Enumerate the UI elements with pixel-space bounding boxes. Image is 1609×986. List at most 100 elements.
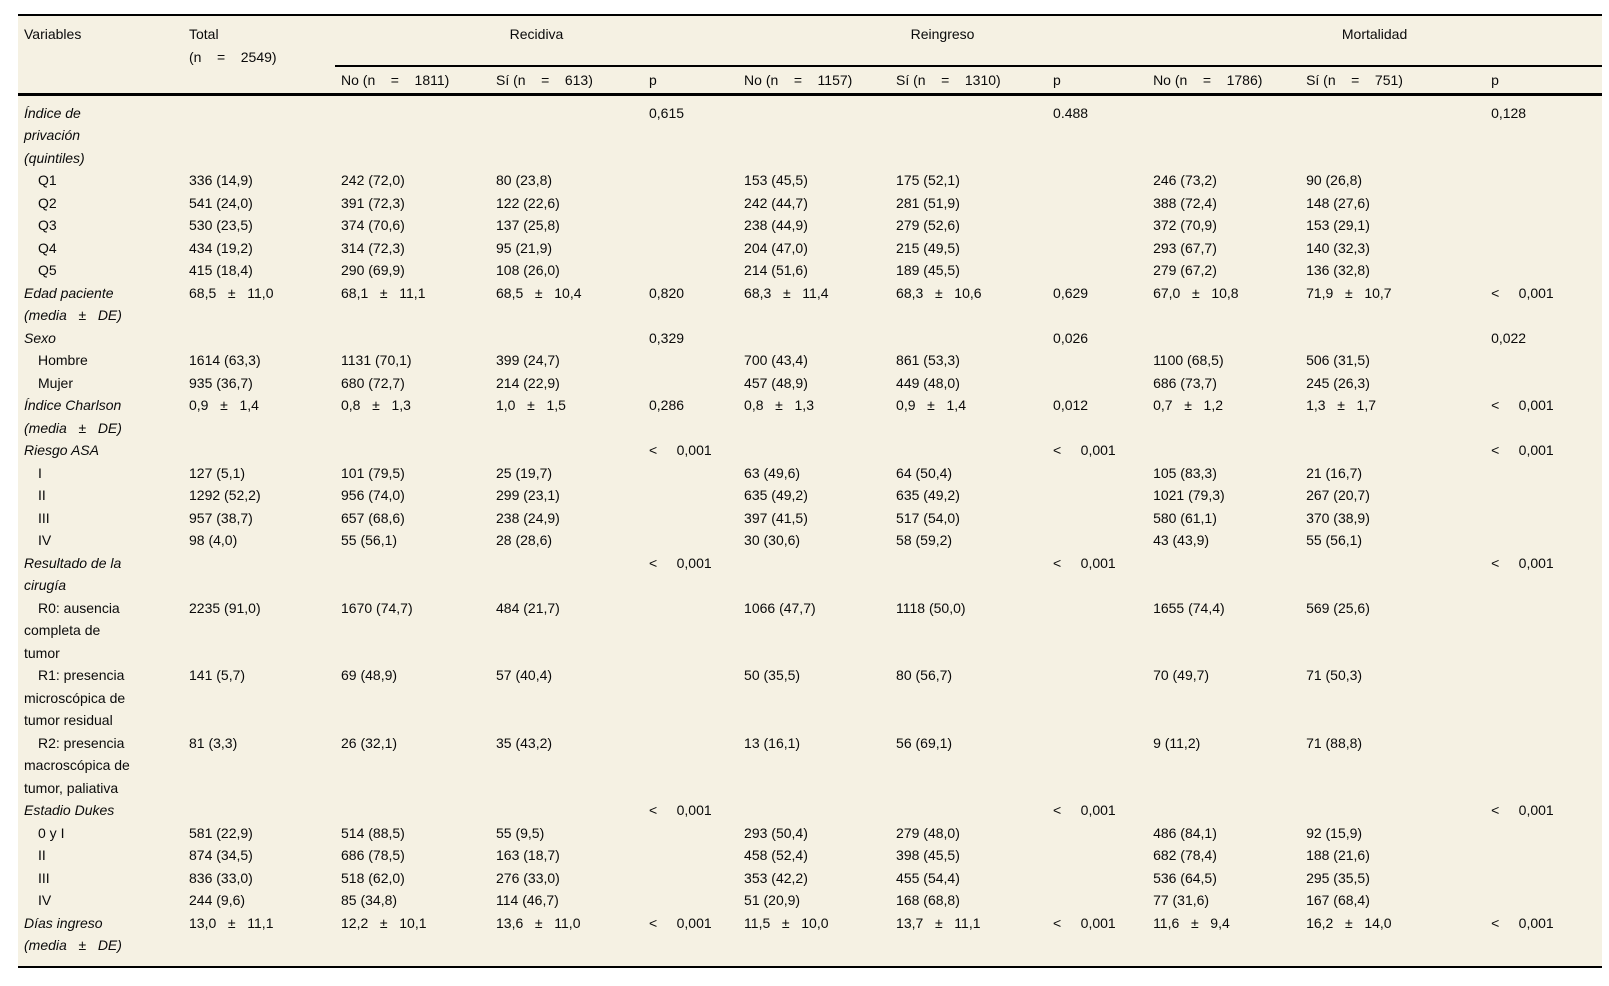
cell-reingreso-si: 175 (52,1): [896, 172, 960, 188]
cell-reingreso-p: [1047, 529, 1147, 552]
cell-recidiva-si: [490, 327, 643, 350]
sub-header-row: No (n = 1811) Sí (n = 613) p No (n = 115…: [18, 66, 1603, 96]
cell-reingreso-no: 153 (45,5): [744, 172, 808, 188]
cell-recidiva-si: 299 (23,1): [496, 487, 560, 503]
cell-recidiva-si: 28 (28,6): [496, 532, 553, 548]
column-header-mortalidad-p: p: [1485, 66, 1603, 96]
cell-recidiva-p: [643, 169, 738, 192]
cell-mortalidad-no: 246 (73,2): [1153, 172, 1217, 188]
table-row: Q5 415 (18,4) 290 (69,9) 108 (26,0) 214 (51,…: [18, 259, 1602, 282]
cell-mortalidad-no: [1147, 439, 1300, 462]
row-label-category: R0: ausencia completa de tumor: [24, 599, 120, 661]
cell-total: 415 (18,4): [189, 262, 253, 278]
cell-recidiva-si: 57 (40,4): [496, 667, 553, 683]
cell-reingreso-p: [1047, 867, 1147, 890]
cell-recidiva-si: 214 (22,9): [496, 374, 560, 391]
cell-recidiva-p: [643, 867, 738, 890]
cell-mortalidad-si: 92 (15,9): [1306, 824, 1363, 841]
table-row: Q2 541 (24,0) 391 (72,3) 122 (22,6) 242 (44,…: [18, 192, 1602, 215]
cell-mortalidad-si: 295 (35,5): [1306, 869, 1370, 886]
cell-recidiva-p: < 0,001: [649, 914, 712, 931]
row-label-category: R1: presencia microscópica de tumor resi…: [24, 667, 126, 728]
cell-mortalidad-no: 279 (67,2): [1153, 262, 1217, 278]
cell-recidiva-no: [335, 552, 490, 597]
cell-mortalidad-si: 90 (26,8): [1306, 172, 1363, 188]
table-row: 0 y I 581 (22,9) 514 (88,5) 55 (9,5) 293 (50…: [18, 822, 1602, 845]
cell-total: 434 (19,2): [189, 239, 253, 256]
column-header-recidiva-si: Sí (n = 613): [490, 66, 643, 96]
table-row: Días ingreso (media ± DE) 13,0 ± 11,1 12,2…: [18, 912, 1602, 967]
cell-total: 127 (5,1): [189, 464, 246, 481]
cell-mortalidad-no: [1147, 94, 1300, 169]
cell-recidiva-p: < 0,001: [649, 554, 712, 571]
cell-recidiva-no: 657 (68,6): [341, 509, 405, 526]
cell-mortalidad-si: 148 (27,6): [1306, 194, 1370, 211]
cell-mortalidad-no: 536 (64,5): [1153, 869, 1217, 886]
cell-reingreso-si: [890, 94, 1047, 169]
cell-reingreso-p: 0,012: [1053, 397, 1089, 413]
cell-recidiva-si: 13,6 ± 11,0: [496, 914, 581, 931]
cell-recidiva-si: [490, 94, 643, 169]
cell-mortalidad-no: 67,0 ± 10,8: [1153, 284, 1239, 301]
cell-reingreso-si: 279 (48,0): [896, 824, 960, 841]
table-row: R1: presencia microscópica de tumor resi…: [18, 664, 1602, 732]
row-label-variable: Resultado de la cirugía: [24, 554, 122, 594]
cell-reingreso-no: 458 (52,4): [744, 847, 808, 863]
cell-reingreso-no: 242 (44,7): [744, 194, 808, 211]
cell-reingreso-p: < 0,001: [1053, 554, 1116, 571]
cell-reingreso-p: [1047, 597, 1147, 665]
cell-recidiva-no: 101 (79,5): [341, 464, 405, 481]
cell-reingreso-no: 700 (43,4): [744, 352, 808, 368]
cell-mortalidad-p: 0,022: [1491, 329, 1527, 346]
row-label-variable: Riesgo ASA: [24, 442, 99, 458]
group-header-recidiva: Recidiva: [335, 15, 739, 67]
cell-reingreso-p: < 0,001: [1053, 802, 1116, 818]
cell-mortalidad-si: 153 (29,1): [1306, 217, 1370, 233]
cell-recidiva-si: [490, 552, 643, 597]
cell-recidiva-no: 1131 (70,1): [341, 352, 412, 368]
row-label-category: Mujer: [38, 374, 74, 391]
cell-reingreso-si: 168 (68,8): [896, 892, 960, 908]
cell-mortalidad-p: [1485, 732, 1602, 800]
row-label-variable: Sexo: [24, 329, 56, 346]
statistics-table: Variables Total (n = 2549) Recidiva Rein…: [18, 14, 1603, 968]
cell-reingreso-si: [890, 552, 1047, 597]
cell-recidiva-si: 25 (19,7): [496, 464, 553, 481]
column-header-mortalidad-si: Sí (n = 751): [1300, 66, 1486, 96]
cell-mortalidad-no: 372 (70,9): [1153, 217, 1217, 233]
cell-recidiva-no: [335, 439, 490, 462]
cell-mortalidad-p: [1485, 529, 1602, 552]
cell-total: [183, 799, 335, 822]
cell-mortalidad-si: 71 (50,3): [1306, 667, 1363, 683]
column-header-variables: Variables: [18, 15, 183, 96]
cell-reingreso-si: 279 (52,6): [896, 217, 960, 233]
column-header-recidiva-p: p: [643, 66, 739, 96]
cell-reingreso-no: 293 (50,4): [744, 824, 808, 841]
cell-reingreso-p: [1047, 507, 1147, 530]
cell-recidiva-p: [643, 822, 738, 845]
cell-mortalidad-p: [1485, 372, 1602, 395]
cell-reingreso-si: 517 (54,0): [896, 509, 960, 526]
cell-mortalidad-no: [1147, 552, 1300, 597]
cell-mortalidad-no: 580 (61,1): [1153, 509, 1217, 526]
cell-reingreso-si: 56 (69,1): [896, 734, 953, 751]
cell-mortalidad-si: 21 (16,7): [1306, 464, 1363, 481]
table-row: Q1 336 (14,9) 242 (72,0) 80 (23,8) 153 (45,5…: [18, 169, 1602, 192]
cell-reingreso-p: [1047, 192, 1147, 215]
cell-recidiva-no: 85 (34,8): [341, 892, 398, 908]
cell-recidiva-si: 80 (23,8): [496, 172, 553, 188]
row-label-category: Q2: [38, 194, 57, 211]
cell-reingreso-si: 64 (50,4): [896, 464, 953, 481]
cell-recidiva-si: [490, 799, 643, 822]
cell-total: 935 (36,7): [189, 374, 253, 391]
group-header-mortalidad: Mortalidad: [1147, 15, 1603, 67]
cell-reingreso-p: < 0,001: [1053, 914, 1116, 931]
cell-mortalidad-si: 245 (26,3): [1306, 374, 1370, 391]
cell-mortalidad-no: 105 (83,3): [1153, 464, 1217, 481]
cell-mortalidad-no: 1655 (74,4): [1153, 599, 1225, 616]
cell-total: 13,0 ± 11,1: [189, 914, 274, 931]
cell-reingreso-p: [1047, 732, 1147, 800]
cell-mortalidad-p: [1485, 484, 1602, 507]
cell-recidiva-no: 314 (72,3): [341, 239, 405, 256]
cell-reingreso-si: 449 (48,0): [896, 374, 960, 391]
